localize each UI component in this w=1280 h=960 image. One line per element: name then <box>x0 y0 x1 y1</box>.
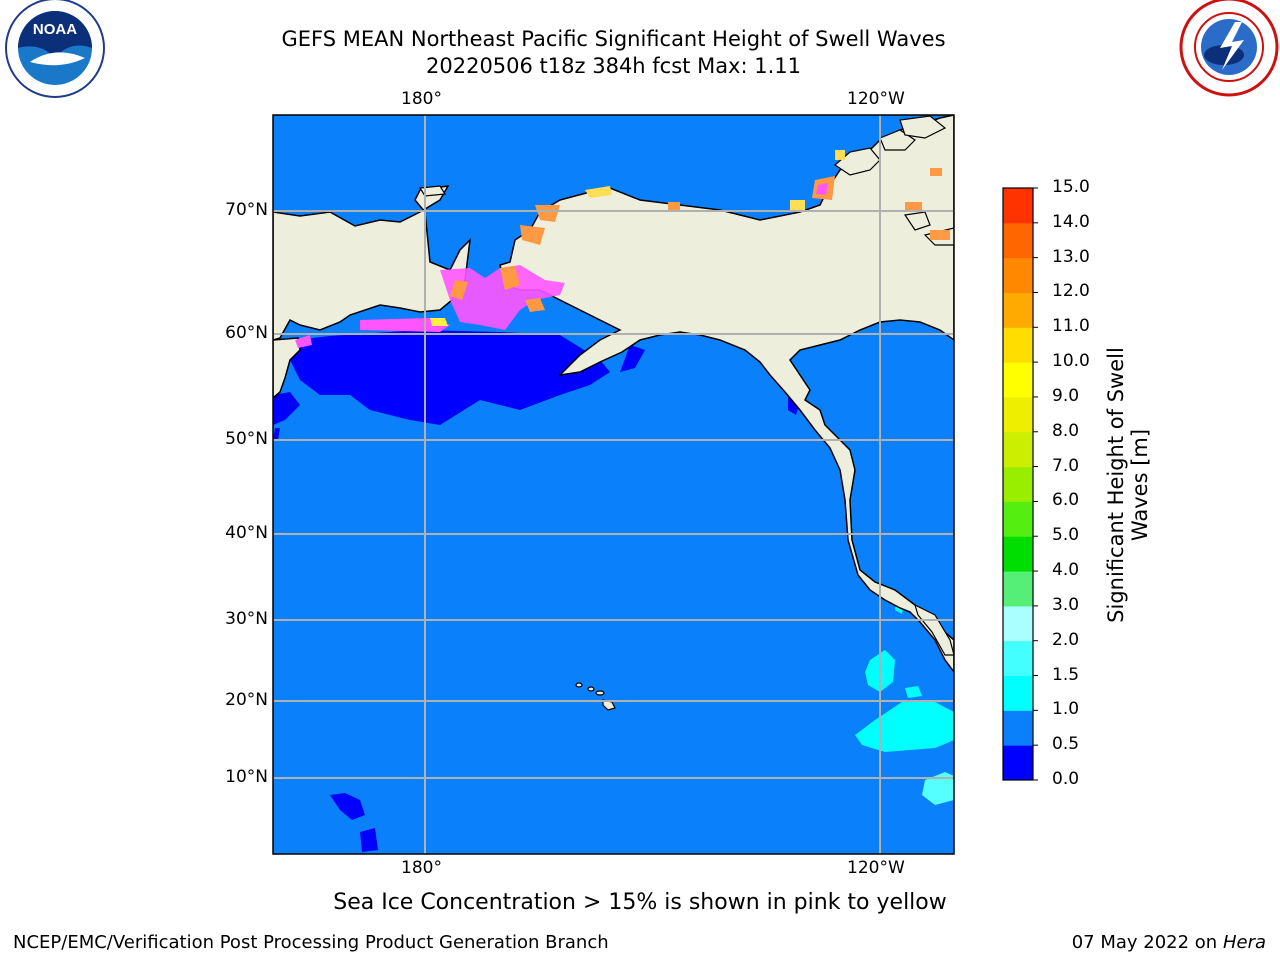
colorbar-tick-label: 1.5 <box>1052 664 1080 685</box>
colorbar-tick-label: 1.0 <box>1052 699 1080 720</box>
colorbar <box>1003 188 1033 781</box>
colorbar-swatch <box>1003 501 1033 537</box>
swell-patch-3 <box>922 772 954 805</box>
noaa-logo: NOAA <box>5 0 105 98</box>
colorbar-swatch <box>1003 745 1033 781</box>
lon-label-top-120w: 120°W <box>847 89 905 109</box>
nws-logo <box>1179 0 1279 97</box>
colorbar-swatch <box>1003 257 1033 293</box>
low-swell-region-gulf <box>620 345 645 372</box>
colorbar-tick-label: 4.0 <box>1052 560 1080 581</box>
low-swell-region-south1 <box>330 793 365 820</box>
colorbar-tick-label: 0.5 <box>1052 734 1080 755</box>
lat-label-20n: 20°N <box>225 690 268 710</box>
sea-ice-caption: Sea Ice Concentration > 15% is shown in … <box>333 890 947 915</box>
colorbar-swatch <box>1003 327 1033 363</box>
sea-ice-overlay <box>295 150 950 348</box>
colorbar-tick-label: 6.0 <box>1052 490 1080 511</box>
low-swell-region-west <box>273 392 300 425</box>
colorbar-tick-label: 12.0 <box>1052 281 1090 302</box>
lat-label-50n: 50°N <box>225 429 268 449</box>
lon-label-top-180: 180° <box>401 89 442 109</box>
map-frame <box>272 114 955 855</box>
colorbar-swatch <box>1003 292 1033 328</box>
colorbar-tick-label: 15.0 <box>1052 177 1090 197</box>
land-russia <box>273 185 472 341</box>
colorbar-tick-label: 8.0 <box>1052 420 1080 441</box>
colorbar-tick-label: 10.0 <box>1052 351 1090 372</box>
colorbar-swatch <box>1003 536 1033 572</box>
lat-label-70n: 70°N <box>225 200 268 220</box>
hawaii-islands <box>575 682 616 711</box>
colorbar-swatch <box>1003 396 1033 433</box>
colorbar-frame <box>1002 187 1034 781</box>
colorbar-swatch <box>1003 710 1033 746</box>
footer-date: 07 May 2022 on Hera <box>1072 932 1266 953</box>
colorbar-tick-label: 2.0 <box>1052 629 1080 650</box>
lon-label-bottom-120w: 120°W <box>847 858 905 878</box>
colorbar-swatch <box>1003 571 1033 607</box>
colorbar-swatch <box>1003 640 1033 677</box>
colorbar-swatch <box>1003 466 1033 502</box>
lat-label-30n: 30°N <box>225 609 268 629</box>
map-area <box>273 115 954 854</box>
lat-label-60n: 60°N <box>225 323 268 343</box>
colorbar-swatch <box>1003 222 1033 259</box>
colorbar-swatch <box>1003 605 1033 642</box>
graticule <box>273 115 954 854</box>
lat-label-10n: 10°N <box>225 767 268 787</box>
colorbar-swatch <box>1003 431 1033 468</box>
colorbar-tick-label: 9.0 <box>1052 385 1080 406</box>
colorbar-tick-label: 5.0 <box>1052 525 1080 546</box>
chart-subtitle: 20220506 t18z 384h fcst Max: 1.11 <box>426 54 801 78</box>
colorbar-tick-label: 11.0 <box>1052 316 1090 337</box>
lon-label-bottom-180: 180° <box>401 858 442 878</box>
footer-date-text: 07 May 2022 on <box>1071 932 1218 953</box>
low-swell-region-bering <box>290 330 610 425</box>
colorbar-tick-label: 14.0 <box>1052 211 1090 232</box>
footer-credit: NCEP/EMC/Verification Post Processing Pr… <box>13 932 609 953</box>
colorbar-swatch <box>1003 188 1033 224</box>
colorbar-swatch <box>1003 362 1033 398</box>
lat-label-40n: 40°N <box>225 523 268 543</box>
colorbar-tick-label: 0.0 <box>1052 769 1080 789</box>
colorbar-title: Significant Height of Swell Waves [m] <box>1104 347 1152 623</box>
noaa-logo-text: NOAA <box>33 21 77 38</box>
colorbar-tick-label: 7.0 <box>1052 455 1080 476</box>
colorbar-swatch <box>1003 675 1033 711</box>
colorbar-tick-label: 13.0 <box>1052 246 1090 267</box>
chart-title: GEFS MEAN Northeast Pacific Significant … <box>281 27 946 51</box>
colorbar-tick-label: 3.0 <box>1052 594 1080 615</box>
footer-host: Hera <box>1222 932 1266 953</box>
low-swell-region-south2 <box>360 828 378 852</box>
